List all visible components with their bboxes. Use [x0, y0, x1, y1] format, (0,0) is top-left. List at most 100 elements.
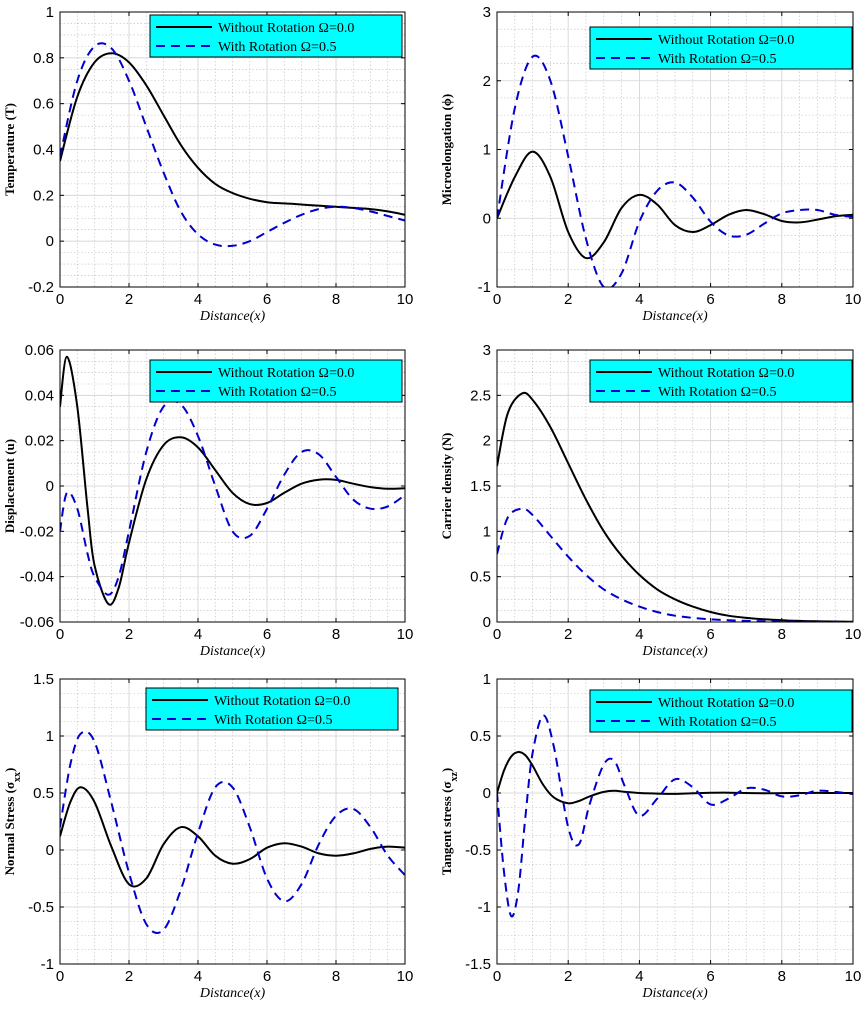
legend-label-without-rotation: Without Rotation Ω=0.0	[214, 694, 350, 709]
y-tick-label: 0.02	[25, 433, 54, 450]
y-tick-label: 0.4	[33, 142, 54, 159]
y-tick-label: 1.5	[33, 671, 54, 688]
y-tick-label: -1	[478, 899, 491, 916]
series-with-rotation	[497, 54, 853, 287]
x-axis-label: Distance(x)	[641, 644, 708, 659]
legend-box	[589, 689, 853, 733]
x-tick-label: 4	[194, 291, 202, 308]
axes-box	[59, 678, 406, 965]
y-tick-label: 0	[46, 233, 54, 250]
y-tick-label: 2.5	[470, 387, 491, 404]
x-tick-label: 2	[125, 291, 133, 308]
legend-label-without-rotation: Without Rotation Ω=0.0	[658, 366, 794, 381]
axes-box	[496, 678, 854, 965]
y-tick-label: 2	[483, 433, 491, 450]
y-tick-label: -0.2	[28, 279, 54, 296]
legend-label-without-rotation: Without Rotation Ω=0.0	[658, 696, 794, 711]
series-group	[60, 355, 405, 606]
legend: Without Rotation Ω=0.0 With Rotation Ω=0.…	[149, 14, 403, 58]
x-tick-label: 0	[493, 626, 501, 643]
x-tick-label: 10	[845, 626, 862, 643]
y-tick-label: 1	[46, 4, 54, 21]
y-tick-label: 0	[483, 785, 491, 802]
y-axis-label: Tangent stress (σxz)	[439, 768, 460, 876]
ticks: 0 2 4 6 8 10 -1 -0.5 0 0.5 1 1.5	[28, 671, 413, 985]
legend-box	[149, 359, 403, 403]
y-tick-label: 0.5	[33, 785, 54, 802]
y-tick-label: 1	[483, 671, 491, 688]
x-tick-label: 8	[778, 291, 786, 308]
y-tick-label: -0.04	[20, 569, 54, 586]
chart-2: 0 2 4 6 8 10-10123Distance(x)Microelongation …	[439, 4, 861, 324]
y-tick-label: 0	[483, 210, 491, 227]
x-tick-label: 0	[56, 626, 64, 643]
x-tick-label: 2	[564, 291, 572, 308]
legend: Without Rotation Ω=0.0 With Rotation Ω=0.…	[145, 687, 399, 731]
legend-box	[589, 359, 853, 403]
y-axis-label: Carrier density (N)	[439, 433, 454, 540]
y-tick-label: 1	[46, 728, 54, 745]
x-tick-label: 10	[397, 626, 414, 643]
legend-box	[589, 26, 853, 70]
x-tick-label: 8	[332, 626, 340, 643]
x-tick-label: 4	[194, 968, 202, 985]
series-with-rotation	[60, 42, 405, 248]
x-tick-label: 8	[332, 291, 340, 308]
y-tick-label: -1	[478, 279, 491, 296]
series-with-rotation	[60, 399, 405, 596]
ticks: 0 2 4 6 8 10 0 0.5 1 1.5 2 2.5 3	[470, 342, 861, 643]
y-tick-label: 1	[483, 142, 491, 159]
legend: Without Rotation Ω=0.0 With Rotation Ω=0.…	[149, 359, 403, 403]
y-tick-label: 0.06	[25, 342, 54, 359]
x-tick-label: 0	[56, 291, 64, 308]
legend: Without Rotation Ω=0.0 With Rotation Ω=0.…	[589, 689, 853, 733]
y-tick-label: 0.2	[33, 187, 54, 204]
y-axis-label: Temperature (T)	[2, 103, 17, 196]
y-tick-label: 3	[483, 4, 491, 21]
x-tick-label: 0	[493, 291, 501, 308]
y-tick-label: 0	[483, 614, 491, 631]
x-tick-label: 4	[635, 968, 643, 985]
x-tick-label: 0	[493, 968, 501, 985]
legend-label-with-rotation: With Rotation Ω=0.5	[658, 385, 776, 400]
x-tick-label: 0	[56, 968, 64, 985]
y-tick-label: 0	[46, 842, 54, 859]
x-tick-label: 2	[564, 626, 572, 643]
x-tick-label: 10	[397, 968, 414, 985]
legend: Without Rotation Ω=0.0 With Rotation Ω=0.…	[589, 359, 853, 403]
legend-label-with-rotation: With Rotation Ω=0.5	[218, 40, 336, 55]
series-without-rotation	[497, 150, 853, 260]
legend-box	[145, 687, 399, 731]
y-tick-label: -0.5	[465, 842, 491, 859]
y-tick-label: -1.5	[465, 956, 491, 973]
series-without-rotation	[60, 355, 405, 606]
x-tick-label: 8	[332, 968, 340, 985]
x-tick-label: 2	[125, 626, 133, 643]
x-tick-label: 6	[706, 291, 714, 308]
y-tick-label: 0.5	[470, 728, 491, 745]
x-tick-label: 10	[845, 291, 862, 308]
series-without-rotation	[60, 786, 405, 888]
legend-label-without-rotation: Without Rotation Ω=0.0	[218, 21, 354, 36]
series-without-rotation	[497, 391, 853, 622]
legend-label-without-rotation: Without Rotation Ω=0.0	[658, 33, 794, 48]
x-axis-label: Distance(x)	[641, 986, 708, 1001]
x-tick-label: 2	[564, 968, 572, 985]
chart-3: 0 2 4 6 8 10 -0.06 -0.04 -0.02 0 0.02 0.04 0.06 Dista…	[2, 342, 413, 659]
y-axis-label: Normal Stress (σxx)	[2, 768, 23, 876]
series-without-rotation	[497, 750, 853, 805]
x-axis-label: Distance(x)	[199, 986, 266, 1001]
y-tick-label: 1.5	[470, 478, 491, 495]
series-with-rotation	[60, 730, 405, 934]
x-axis-label: Distance(x)	[199, 309, 266, 324]
legend: Without Rotation Ω=0.0 With Rotation Ω=0.…	[589, 26, 853, 70]
series-group	[60, 730, 405, 934]
y-tick-label: 0.8	[33, 50, 54, 67]
x-tick-label: 6	[706, 968, 714, 985]
series-with-rotation	[497, 714, 853, 918]
y-tick-label: -0.02	[20, 523, 54, 540]
x-axis-label: Distance(x)	[199, 644, 266, 659]
x-tick-label: 4	[635, 291, 643, 308]
